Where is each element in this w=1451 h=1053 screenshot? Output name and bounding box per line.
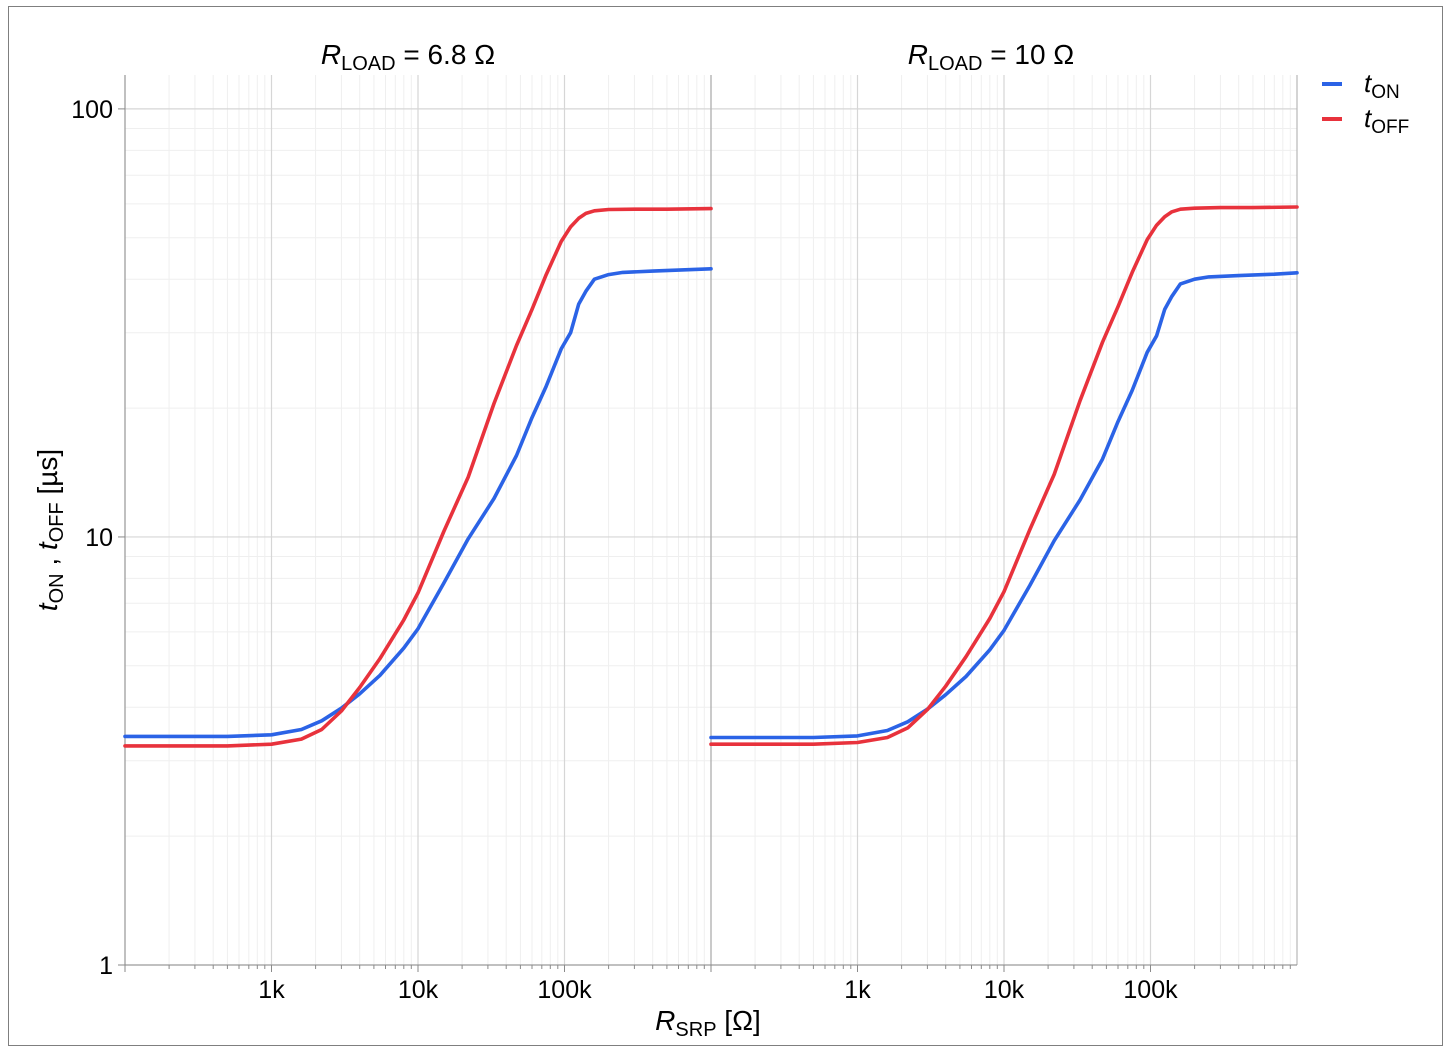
panel-title-2: RLOAD = 10 Ω xyxy=(908,39,1074,75)
axes xyxy=(118,75,1298,972)
y-axis-label: tON , tOFF [µs] xyxy=(32,449,68,611)
y-tick-label: 100 xyxy=(71,96,113,124)
x-tick-label: 100k xyxy=(537,976,592,1004)
x-axis-label: RSRP [Ω] xyxy=(655,1005,761,1041)
series-lines xyxy=(123,205,1299,748)
series-line-toff-panel-2 xyxy=(709,205,1299,747)
x-tick-label: 10k xyxy=(984,976,1025,1004)
y-tick-label: 10 xyxy=(85,524,113,552)
y-tick-label: 1 xyxy=(99,952,113,980)
panel-titles: RLOAD = 6.8 Ω RLOAD = 10 Ω xyxy=(321,39,1074,75)
series-line-ton-panel-1 xyxy=(123,266,713,739)
x-tick-label: 1k xyxy=(844,976,871,1004)
legend: tON tOFF xyxy=(1322,68,1409,138)
legend-label-ton: tON xyxy=(1364,68,1400,103)
series-line-toff-panel-1 xyxy=(123,206,713,748)
x-tick-label: 1k xyxy=(258,976,285,1004)
x-tick-labels: 1k 10k 100k 1k 10k 100k xyxy=(258,976,1178,1004)
legend-label-toff: tOFF xyxy=(1364,103,1409,138)
y-tick-labels: 1 10 100 xyxy=(71,96,113,980)
x-tick-label: 100k xyxy=(1123,976,1178,1004)
chart-frame xyxy=(8,6,1443,1046)
series-line-ton-panel-2 xyxy=(709,270,1299,740)
x-tick-label: 10k xyxy=(398,976,439,1004)
panel-title-1: RLOAD = 6.8 Ω xyxy=(321,39,495,75)
